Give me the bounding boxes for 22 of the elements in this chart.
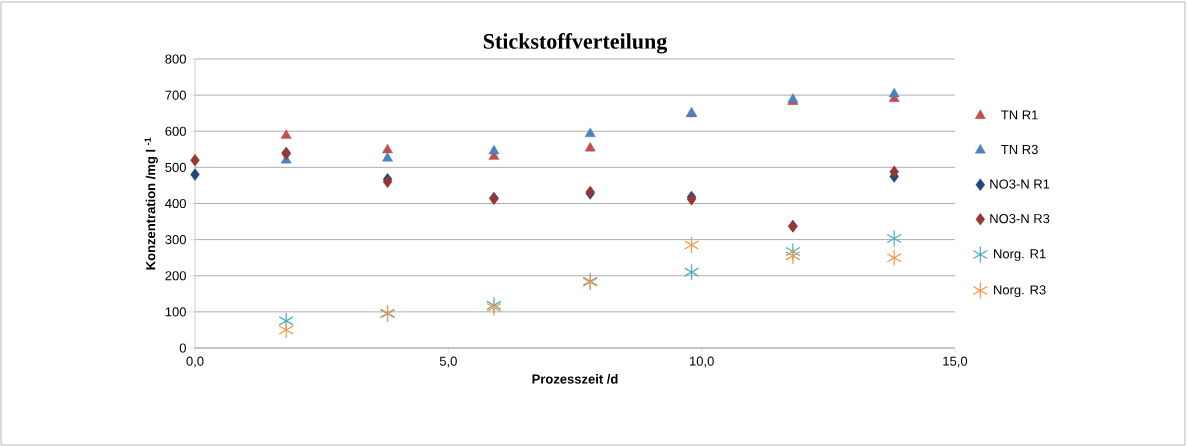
x-axis-title: Prozesszeit /d — [532, 374, 618, 384]
y-tick-label: 200 — [165, 271, 186, 281]
y-tick-label: 800 — [165, 54, 186, 64]
y-tick-label: 600 — [165, 126, 186, 136]
y-tick-label: 0 — [179, 343, 186, 353]
legend-label: Norg. R1 — [994, 249, 1046, 261]
legend-label: Norg. R3 — [994, 285, 1046, 298]
y-axis-title: Konzentration /mg l $^{-1}$ — [144, 137, 158, 270]
x-tick-label: 10,0 — [690, 356, 714, 368]
y-tick-label: 300 — [165, 235, 186, 245]
chart-title: Stickstoffverteilung — [483, 33, 668, 54]
legend-label: NO3-N R3 — [990, 214, 1050, 224]
x-tick-label: 15,0 — [943, 356, 968, 368]
y-tick-label: 400 — [165, 198, 186, 209]
legend-label: TN R3 — [1001, 144, 1038, 155]
x-tick-label: 0,0 — [186, 356, 204, 368]
y-tick-label: 500 — [165, 162, 186, 172]
y-tick-label: 700 — [165, 90, 186, 100]
x-tick-label: 5,0 — [439, 356, 457, 368]
y-tick-label: 100 — [165, 307, 186, 317]
legend-label: NO3-N R1 — [990, 179, 1050, 189]
legend-label: TN R1 — [1001, 110, 1038, 120]
